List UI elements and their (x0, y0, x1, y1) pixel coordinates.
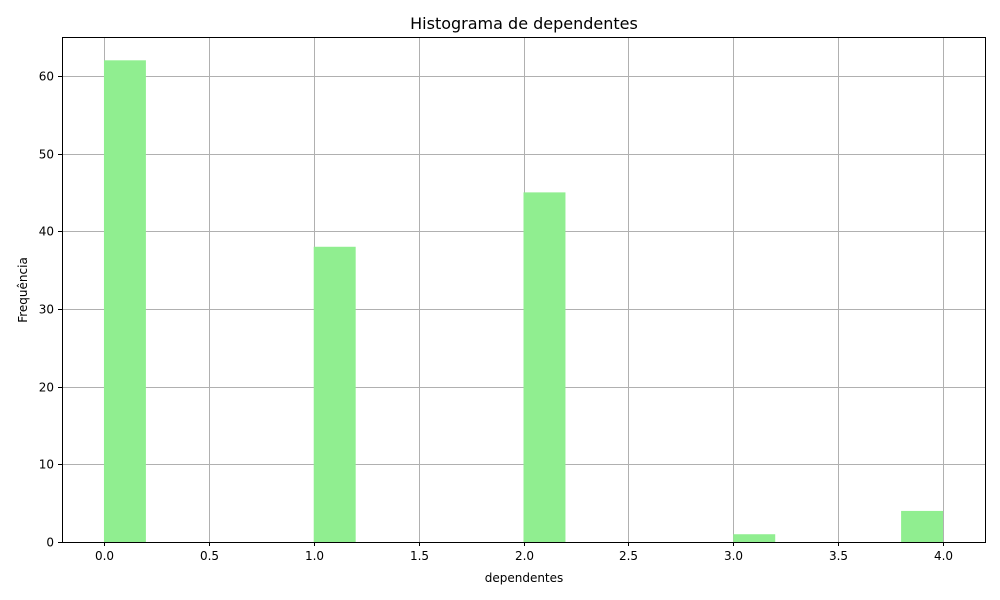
x-axis-ticks: 0.0 0.5 1.0 1.5 2.0 2.5 3.0 3.5 4.0 (95, 542, 953, 563)
x-tick-label: 0.5 (200, 549, 219, 563)
histogram-bar (733, 534, 776, 542)
x-tick-label: 2.5 (619, 549, 638, 563)
x-tick-label: 3.0 (724, 549, 743, 563)
y-tick-label: 40 (39, 225, 54, 239)
y-tick-label: 30 (39, 303, 54, 317)
histogram-bar (103, 60, 146, 543)
histogram-bar (901, 510, 944, 542)
y-axis-label: Frequência (16, 257, 30, 323)
y-tick-label: 50 (39, 148, 54, 162)
histogram-bar (313, 246, 356, 542)
y-tick-label: 60 (39, 70, 54, 84)
x-tick-label: 4.0 (934, 549, 953, 563)
y-tick-label: 0 (46, 536, 54, 550)
x-tick-label: 1.0 (305, 549, 324, 563)
y-tick-label: 20 (39, 381, 54, 395)
x-tick-label: 3.5 (829, 549, 848, 563)
bars-group (103, 60, 944, 543)
y-axis-ticks: 0 10 20 30 40 50 60 (39, 70, 62, 550)
y-tick-label: 10 (39, 458, 54, 472)
x-tick-label: 0.0 (95, 549, 114, 563)
x-tick-label: 2.0 (515, 549, 534, 563)
histogram-bar (523, 192, 566, 542)
x-axis-label: dependentes (485, 571, 564, 585)
x-tick-label: 1.5 (410, 549, 429, 563)
chart-title: Histograma de dependentes (410, 14, 638, 33)
